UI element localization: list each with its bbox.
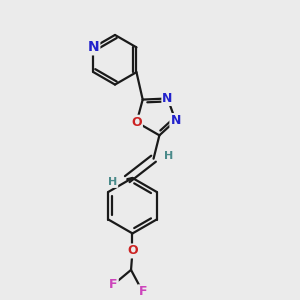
Text: H: H: [164, 151, 173, 161]
Text: H: H: [108, 177, 117, 187]
Text: N: N: [88, 40, 99, 54]
Text: F: F: [139, 285, 147, 298]
Text: O: O: [127, 244, 138, 257]
Text: N: N: [162, 92, 173, 105]
Text: F: F: [109, 278, 118, 291]
Text: N: N: [170, 114, 181, 127]
Text: O: O: [131, 116, 142, 129]
